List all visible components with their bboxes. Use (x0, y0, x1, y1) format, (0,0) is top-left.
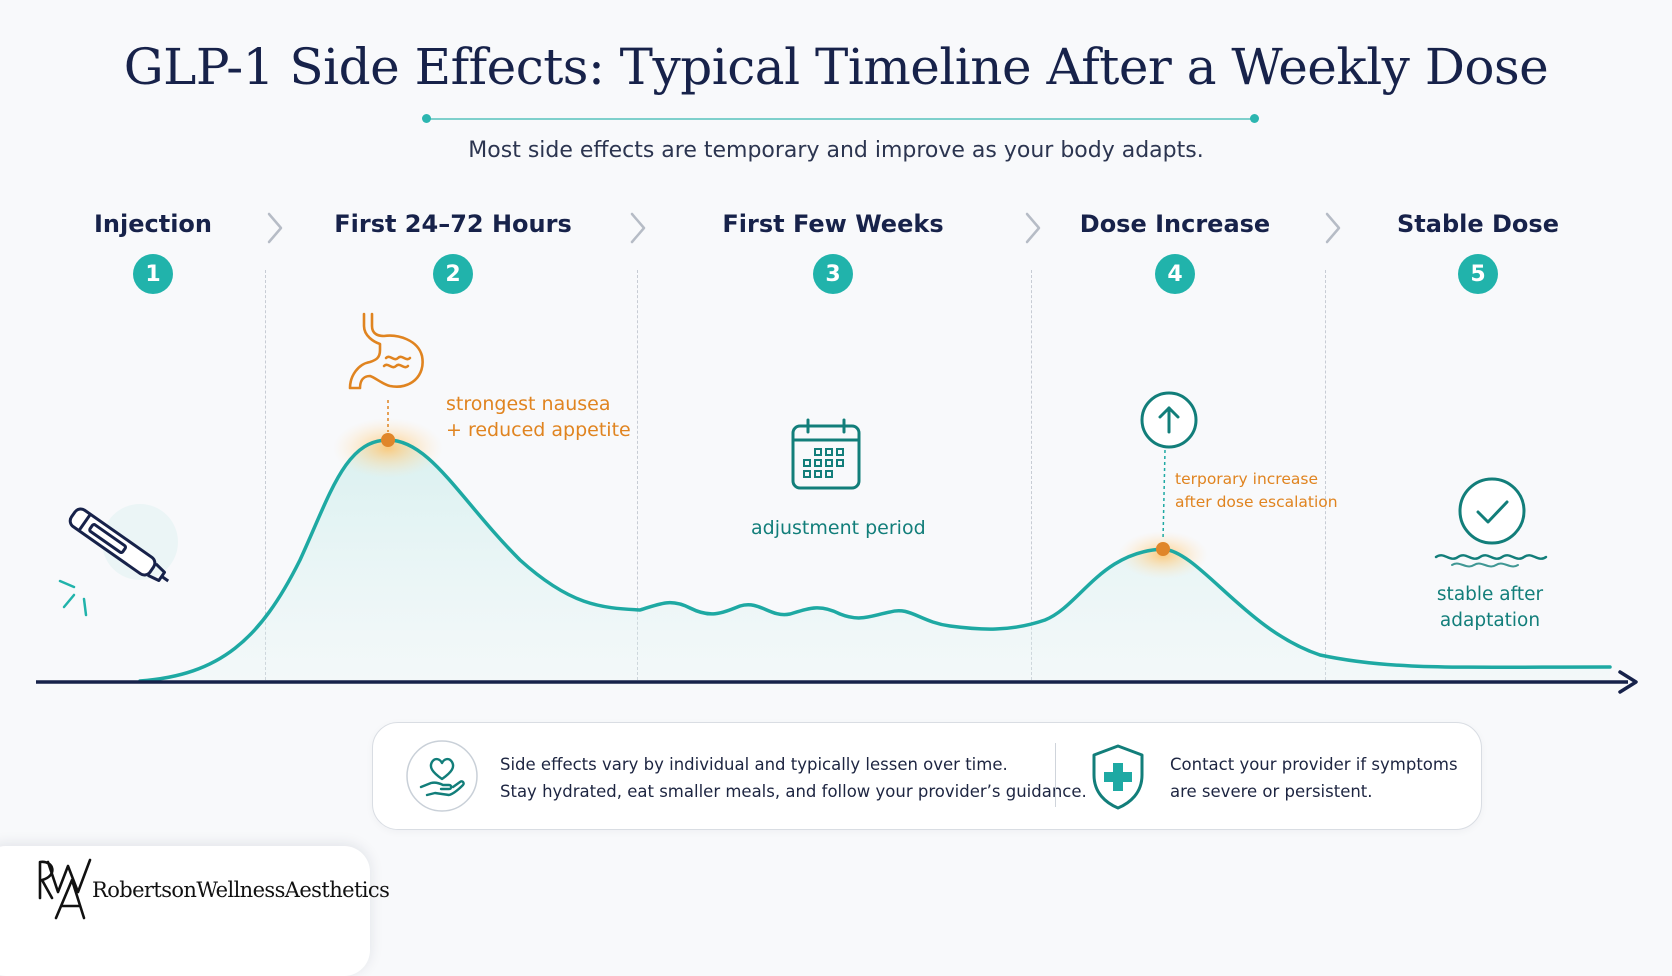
peak-marker (381, 433, 395, 447)
chevron-right-icon (1025, 212, 1041, 244)
stage-separator (265, 270, 266, 680)
stage-number-4: 4 (1155, 254, 1195, 294)
stage-number-5: 5 (1458, 254, 1498, 294)
timeline-curve (36, 400, 1638, 694)
stage-label-first-hours: First 24–72 Hours (334, 210, 572, 238)
stage-label-first-weeks: First Few Weeks (722, 210, 944, 238)
medical-shield-icon (1092, 744, 1144, 810)
stage-separator (1031, 270, 1032, 680)
chevron-right-icon (630, 212, 646, 244)
dose-peak-marker (1156, 542, 1170, 556)
info-left-line1: Side effects vary by individual and typi… (500, 755, 1008, 774)
stable-annotation-line2: adaptation (1439, 610, 1541, 631)
curve-area (140, 440, 1610, 681)
info-box (372, 722, 1482, 830)
dose-annotation-line1: terporary increase (1175, 470, 1318, 488)
info-divider (1055, 743, 1056, 807)
adjustment-annotation: adjustment period (751, 517, 926, 539)
stable-annotation-line1: stable after (1436, 584, 1544, 605)
page-title: GLP-1 Side Effects: Typical Timeline Aft… (123, 38, 1549, 96)
stage-label-injection: Injection (93, 210, 213, 238)
peak-annotation-line2: + reduced appetite (446, 419, 631, 441)
stage-separator (1325, 270, 1326, 680)
brand-name: RobertsonWellnessAesthetics (92, 878, 390, 902)
stage-number-3: 3 (813, 254, 853, 294)
arrow-up-circle-icon (1140, 391, 1198, 449)
dose-peak-connector (1162, 449, 1166, 541)
injection-pen-icon (58, 504, 178, 617)
peak-annotation-line1: strongest nausea (446, 393, 611, 415)
divider-dot-left (422, 114, 431, 123)
page-subtitle: Most side effects are temporary and impr… (468, 138, 1204, 163)
stomach-icon (348, 312, 424, 390)
info-right-line1: Contact your provider if symptoms (1170, 755, 1458, 774)
axis-arrowhead (1618, 670, 1638, 694)
info-right-line2: are severe or persistent. (1170, 782, 1373, 801)
title-divider (426, 118, 1256, 120)
heart-in-hand-icon (406, 740, 478, 812)
stage-label-dose-increase: Dose Increase (1079, 210, 1271, 238)
chevron-right-icon (267, 212, 283, 244)
stage-number-1: 1 (133, 254, 173, 294)
dose-annotation-line2: after dose escalation (1175, 493, 1338, 511)
stage-number-2: 2 (433, 254, 473, 294)
stage-label-stable-dose: Stable Dose (1397, 210, 1559, 238)
brand-monogram-logo (38, 858, 92, 920)
peak-glow (333, 418, 443, 478)
info-left-line2: Stay hydrated, eat smaller meals, and fo… (500, 782, 1087, 801)
stage-separator (637, 270, 638, 680)
check-circle-icon (1434, 477, 1548, 568)
divider-dot-right (1250, 114, 1259, 123)
chevron-right-icon (1325, 212, 1341, 244)
calendar-icon (791, 418, 861, 490)
